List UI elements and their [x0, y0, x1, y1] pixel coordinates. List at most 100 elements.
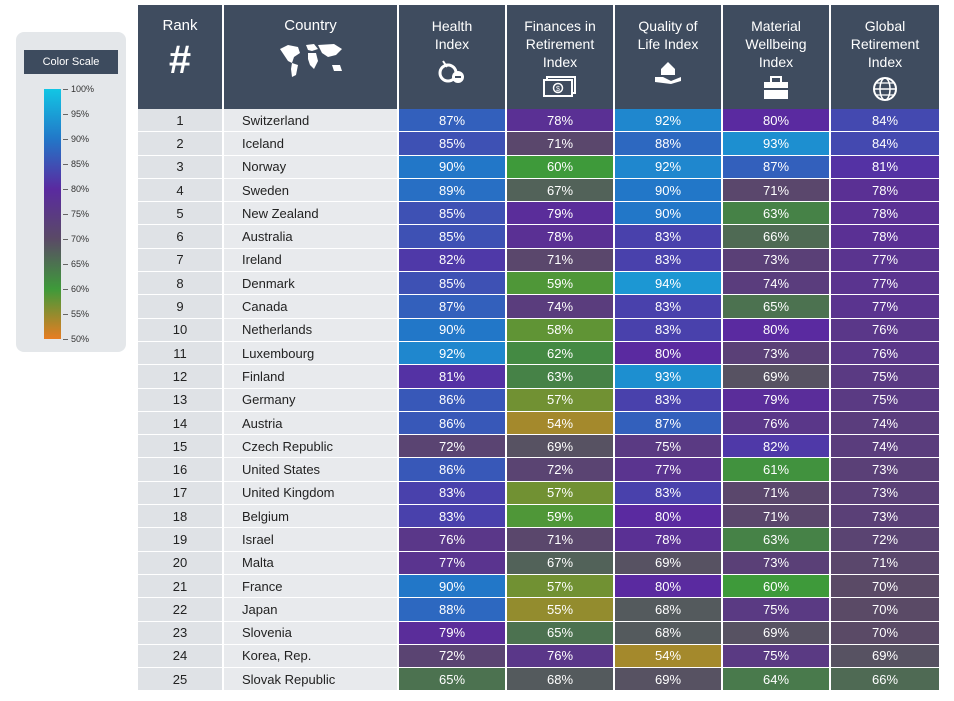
finances-value-cell: 60%: [507, 155, 615, 178]
rank-cell: 21: [138, 574, 224, 598]
country-cell: Netherlands: [224, 318, 399, 341]
globe-icon: [873, 77, 897, 101]
global-value-cell: 77%: [831, 272, 939, 295]
table-row: 11 Luxembourg 92% 62% 80% 73% 76%: [138, 341, 939, 366]
global-value-cell: 71%: [831, 551, 939, 574]
material-value-cell: 79%: [723, 388, 831, 411]
table-row: 6 Australia 85% 78% 83% 66% 78%: [138, 225, 939, 249]
rank-cell: 2: [138, 132, 224, 155]
rank-cell: 14: [138, 411, 224, 435]
quality-value-cell: 80%: [615, 341, 723, 365]
quality-value-cell: 83%: [615, 248, 723, 272]
global-value-cell: 81%: [831, 155, 939, 178]
finances-value-cell: 78%: [507, 109, 615, 132]
quality-value-cell: 92%: [615, 109, 723, 132]
color-scale-title: Color Scale: [24, 50, 118, 74]
global-value-cell: 84%: [831, 109, 939, 132]
finances-value-cell: 67%: [507, 178, 615, 202]
health-value-cell: 90%: [399, 318, 507, 341]
quality-value-cell: 80%: [615, 574, 723, 598]
quality-value-cell: 90%: [615, 202, 723, 225]
health-value-cell: 65%: [399, 668, 507, 691]
color-scale-tick: 70%: [63, 234, 89, 244]
color-scale-tick: 85%: [63, 159, 89, 169]
material-value-cell: 60%: [723, 574, 831, 598]
material-value-cell: 75%: [723, 598, 831, 621]
health-value-cell: 76%: [399, 528, 507, 551]
finances-value-cell: 59%: [507, 272, 615, 295]
health-value-cell: 72%: [399, 435, 507, 458]
quality-value-cell: 83%: [615, 295, 723, 318]
country-cell: Australia: [224, 225, 399, 248]
health-value-cell: 77%: [399, 551, 507, 574]
global-value-cell: 70%: [831, 598, 939, 621]
header-row: Rank # Country Health Index: [138, 5, 939, 109]
country-cell: Austria: [224, 411, 399, 435]
country-cell: France: [224, 574, 399, 598]
health-value-cell: 85%: [399, 202, 507, 225]
rank-cell: 1: [138, 109, 224, 132]
rank-cell: 23: [138, 621, 224, 644]
global-value-cell: 77%: [831, 295, 939, 318]
material-value-cell: 87%: [723, 155, 831, 178]
header-rank: Rank #: [138, 5, 224, 109]
quality-value-cell: 94%: [615, 272, 723, 295]
color-scale-tick: 55%: [63, 309, 89, 319]
health-icon: [438, 60, 464, 83]
health-value-cell: 72%: [399, 644, 507, 668]
rank-cell: 7: [138, 248, 224, 272]
rank-cell: 22: [138, 598, 224, 621]
color-scale-bar: [44, 89, 61, 339]
quality-value-cell: 77%: [615, 458, 723, 481]
material-value-cell: 64%: [723, 668, 831, 691]
quality-value-cell: 69%: [615, 551, 723, 574]
header-rank-label: Rank: [162, 17, 198, 34]
quality-value-cell: 83%: [615, 318, 723, 341]
global-value-cell: 76%: [831, 318, 939, 341]
hash-icon: #: [168, 38, 192, 82]
header-material-label: Material Wellbeing Index: [745, 18, 807, 70]
global-value-cell: 74%: [831, 411, 939, 435]
finances-value-cell: 69%: [507, 435, 615, 458]
color-scale-legend: Color Scale 100% 95% 90% 85% 80% 75% 70% 65% 60%…: [16, 32, 126, 352]
finances-value-cell: 79%: [507, 202, 615, 225]
color-scale-tick: 50%: [63, 334, 89, 344]
country-cell: Israel: [224, 528, 399, 551]
health-value-cell: 90%: [399, 574, 507, 598]
money-icon: $: [543, 76, 576, 97]
health-value-cell: 85%: [399, 132, 507, 155]
global-value-cell: 66%: [831, 668, 939, 691]
rank-cell: 17: [138, 481, 224, 505]
table-row: 5 New Zealand 85% 79% 90% 63% 78%: [138, 202, 939, 226]
country-cell: Germany: [224, 388, 399, 411]
health-value-cell: 83%: [399, 505, 507, 528]
health-value-cell: 86%: [399, 411, 507, 435]
finances-value-cell: 68%: [507, 668, 615, 691]
health-value-cell: 85%: [399, 225, 507, 248]
country-cell: United Kingdom: [224, 481, 399, 505]
country-cell: Denmark: [224, 272, 399, 295]
table-row: 24 Korea, Rep. 72% 76% 54% 75% 69%: [138, 644, 939, 669]
material-value-cell: 82%: [723, 435, 831, 458]
finances-value-cell: 62%: [507, 341, 615, 365]
rank-cell: 4: [138, 178, 224, 202]
table-row: 17 United Kingdom 83% 57% 83% 71% 73%: [138, 481, 939, 506]
table-row: 1 Switzerland 87% 78% 92% 80% 84%: [138, 109, 939, 133]
health-value-cell: 92%: [399, 341, 507, 365]
header-health-label: Health Index: [431, 18, 473, 52]
finances-value-cell: 78%: [507, 225, 615, 248]
health-value-cell: 86%: [399, 388, 507, 411]
country-cell: Finland: [224, 365, 399, 388]
health-value-cell: 79%: [399, 621, 507, 644]
finances-value-cell: 74%: [507, 295, 615, 318]
quality-value-cell: 78%: [615, 528, 723, 551]
global-value-cell: 73%: [831, 458, 939, 481]
rank-cell: 16: [138, 458, 224, 481]
finances-value-cell: 71%: [507, 528, 615, 551]
finances-value-cell: 59%: [507, 505, 615, 528]
material-value-cell: 71%: [723, 481, 831, 505]
color-scale-tick: 65%: [63, 259, 89, 269]
finances-value-cell: 54%: [507, 411, 615, 435]
quality-value-cell: 83%: [615, 225, 723, 248]
global-value-cell: 84%: [831, 132, 939, 155]
